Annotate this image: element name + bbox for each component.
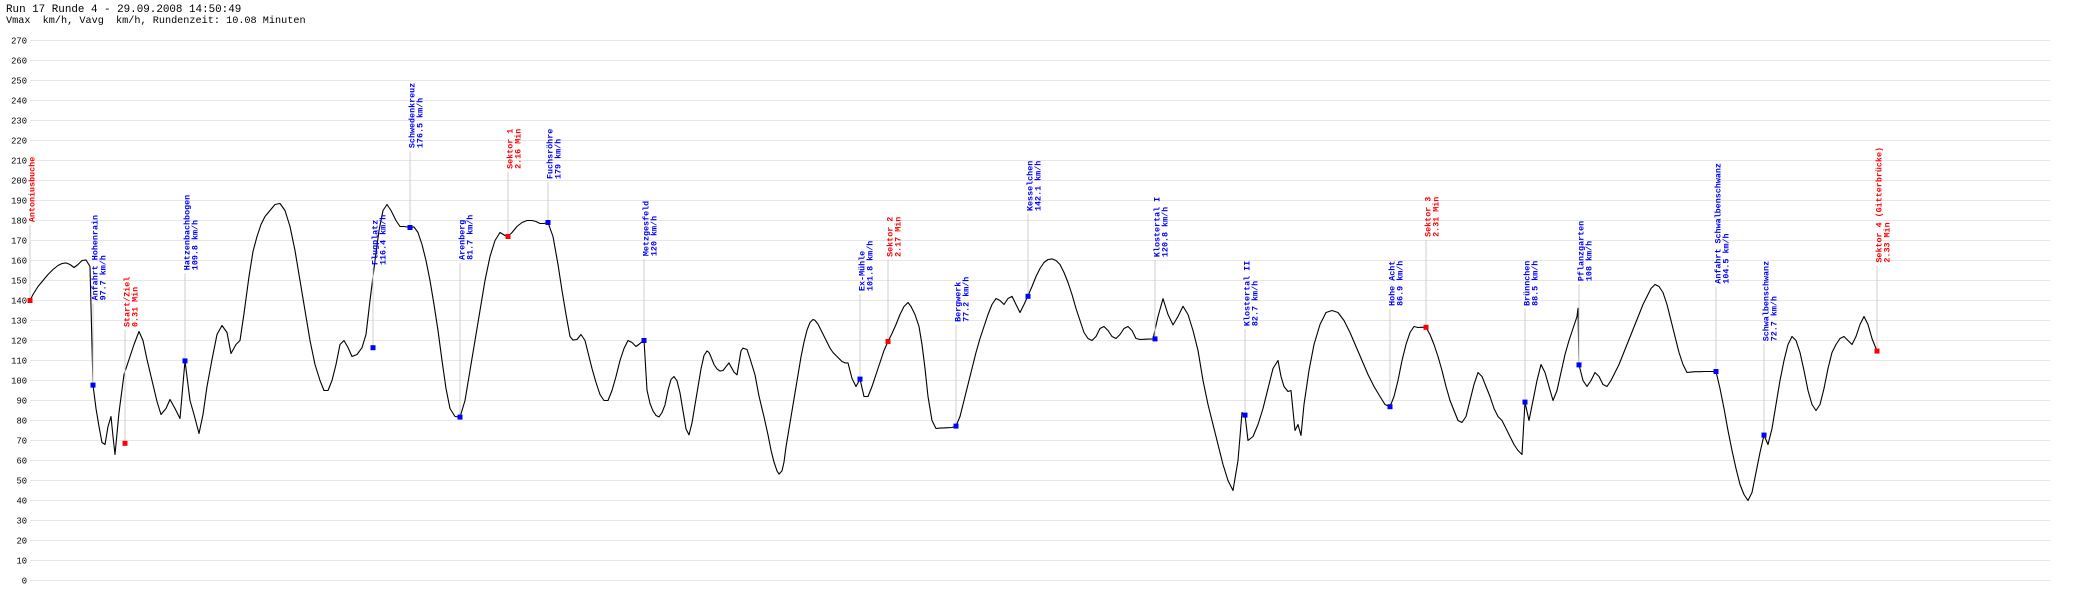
svg-text:260: 260: [11, 57, 27, 67]
svg-text:142.1 km/h: 142.1 km/h: [1034, 161, 1044, 211]
svg-text:70: 70: [16, 437, 27, 447]
svg-text:120 km/h: 120 km/h: [650, 216, 660, 256]
svg-text:82.7 km/h: 82.7 km/h: [1251, 281, 1261, 326]
svg-text:97.7 km/h: 97.7 km/h: [99, 255, 109, 300]
svg-text:2.31 Min: 2.31 Min: [1432, 197, 1442, 237]
svg-text:200: 200: [11, 177, 27, 187]
svg-text:120.8 km/h: 120.8 km/h: [1161, 207, 1171, 257]
svg-text:2.16 Min: 2.16 Min: [514, 129, 524, 169]
svg-text:210: 210: [11, 157, 27, 167]
svg-text:Antoniusbuche: Antoniusbuche: [28, 157, 38, 222]
svg-text:100: 100: [11, 377, 27, 387]
svg-text:230: 230: [11, 117, 27, 127]
svg-text:130: 130: [11, 317, 27, 327]
svg-text:176.5 km/h: 176.5 km/h: [416, 98, 426, 148]
svg-text:270: 270: [11, 37, 27, 47]
svg-text:10: 10: [16, 557, 27, 567]
svg-text:179 km/h: 179 km/h: [554, 139, 564, 179]
svg-text:190: 190: [11, 197, 27, 207]
svg-text:30: 30: [16, 517, 27, 527]
svg-text:160: 160: [11, 257, 27, 267]
svg-text:2.17 Min: 2.17 Min: [894, 217, 904, 257]
svg-text:116.4 km/h: 116.4 km/h: [379, 215, 389, 265]
svg-text:81.7 km/h: 81.7 km/h: [466, 215, 476, 260]
svg-text:110: 110: [11, 357, 27, 367]
svg-text:80: 80: [16, 417, 27, 427]
svg-text:109.8 km/h: 109.8 km/h: [191, 220, 201, 270]
svg-text:104.5 km/h: 104.5 km/h: [1722, 233, 1732, 283]
svg-text:150: 150: [11, 277, 27, 287]
svg-text:60: 60: [16, 457, 27, 467]
svg-text:140: 140: [11, 297, 27, 307]
svg-text:50: 50: [16, 477, 27, 487]
svg-text:0: 0: [22, 577, 27, 587]
svg-text:170: 170: [11, 237, 27, 247]
svg-text:86.9 km/h: 86.9 km/h: [1396, 261, 1406, 306]
svg-text:101.8 km/h: 101.8 km/h: [866, 241, 876, 291]
svg-text:108 km/h: 108 km/h: [1585, 241, 1595, 281]
svg-text:40: 40: [16, 497, 27, 507]
svg-text:77.2 km/h: 77.2 km/h: [962, 277, 972, 322]
svg-text:120: 120: [11, 337, 27, 347]
svg-text:180: 180: [11, 217, 27, 227]
svg-text:20: 20: [16, 537, 27, 547]
svg-text:0.31 Min: 0.31 Min: [131, 287, 141, 327]
svg-text:88.5 km/h: 88.5 km/h: [1531, 261, 1541, 306]
svg-text:240: 240: [11, 97, 27, 107]
svg-text:2.33 Min: 2.33 Min: [1883, 222, 1893, 262]
svg-text:220: 220: [11, 137, 27, 147]
svg-text:250: 250: [11, 77, 27, 87]
svg-text:90: 90: [16, 397, 27, 407]
svg-text:72.7 km/h: 72.7 km/h: [1770, 296, 1780, 341]
